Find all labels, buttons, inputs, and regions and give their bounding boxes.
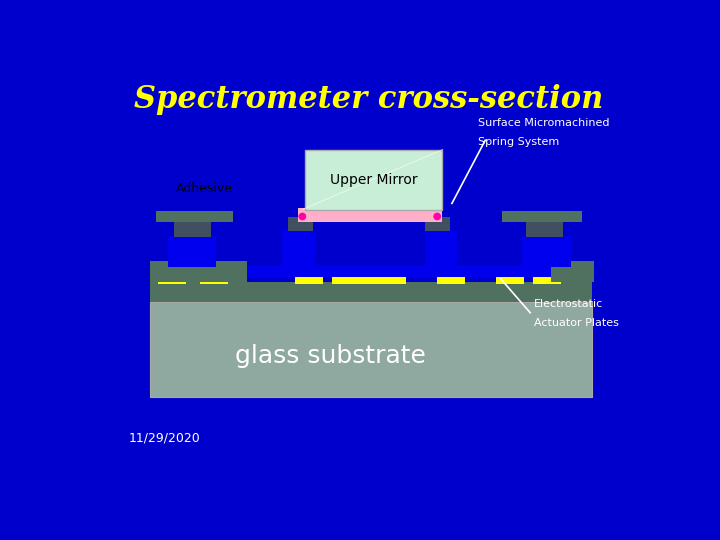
Bar xyxy=(158,274,186,284)
Bar xyxy=(437,274,465,284)
Bar xyxy=(551,261,594,282)
Bar xyxy=(297,208,442,222)
Bar xyxy=(294,274,323,284)
Bar xyxy=(534,274,561,284)
Text: Upper Mirror: Upper Mirror xyxy=(330,173,418,186)
Bar xyxy=(496,274,524,284)
Circle shape xyxy=(433,213,441,220)
Bar xyxy=(425,230,457,267)
Bar xyxy=(168,236,215,267)
Bar xyxy=(174,220,211,237)
Bar xyxy=(150,265,593,276)
Bar xyxy=(332,274,406,284)
Bar xyxy=(150,261,248,282)
Bar xyxy=(150,302,593,397)
Bar xyxy=(156,211,233,222)
Bar xyxy=(289,217,313,231)
Text: Spring System: Spring System xyxy=(477,137,559,147)
Text: Adhesive: Adhesive xyxy=(176,181,233,194)
Text: glass substrate: glass substrate xyxy=(235,344,426,368)
Bar xyxy=(305,150,442,210)
Bar xyxy=(526,220,563,237)
Bar xyxy=(503,211,582,222)
Text: 11/29/2020: 11/29/2020 xyxy=(129,432,200,445)
Text: Actuator Plates: Actuator Plates xyxy=(534,318,619,328)
Text: Surface Micromachined: Surface Micromachined xyxy=(477,118,609,128)
Text: Electrostatic: Electrostatic xyxy=(534,299,603,309)
Bar xyxy=(425,217,449,231)
Bar xyxy=(282,230,315,267)
Bar xyxy=(200,274,228,284)
Bar xyxy=(150,282,593,302)
Circle shape xyxy=(299,213,306,220)
Text: Spectrometer cross-section: Spectrometer cross-section xyxy=(135,84,603,115)
Bar xyxy=(523,236,570,267)
